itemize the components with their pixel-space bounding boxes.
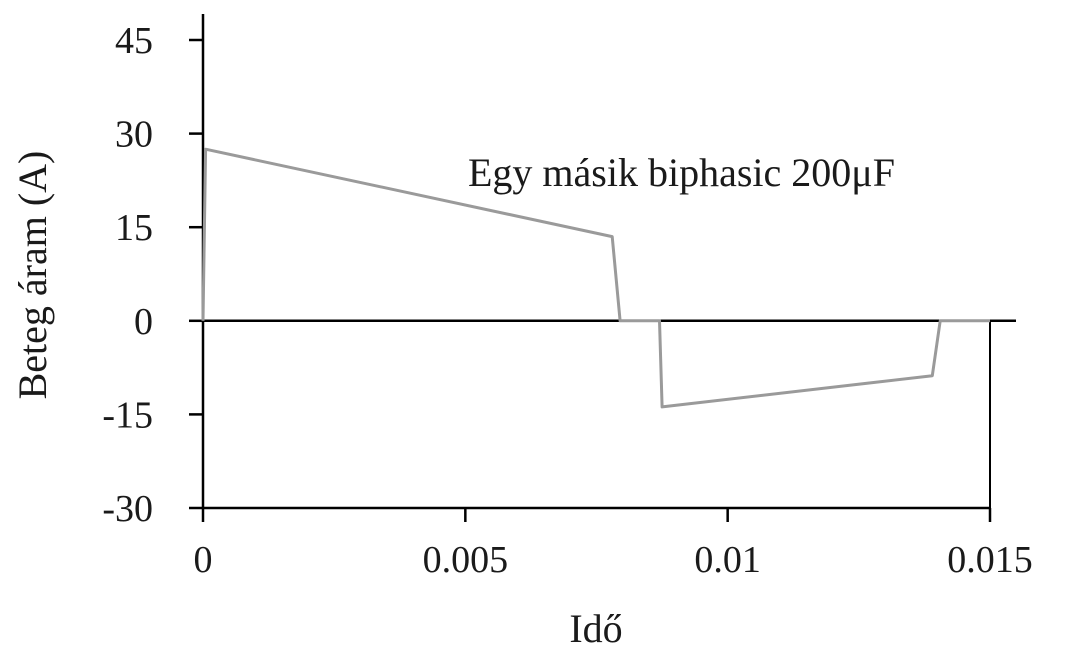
y-tick-label: 45 xyxy=(115,20,153,62)
y-axis-label: Beteg áram (A) xyxy=(10,151,55,400)
y-tick-label: 15 xyxy=(115,207,153,249)
series-layer xyxy=(201,147,990,409)
plot-frame xyxy=(201,14,1016,510)
y-axis-ticks: 45 30 15 0 -15 -30 xyxy=(102,20,203,530)
y-tick-label: 30 xyxy=(115,114,153,156)
y-tick-label: 0 xyxy=(134,301,153,343)
x-tick-label: 0.005 xyxy=(423,539,509,581)
y-tick-label: -15 xyxy=(102,394,153,436)
x-tick-label: 0 xyxy=(194,539,213,581)
x-tick-label: 0.015 xyxy=(947,539,1033,581)
x-tick-label: 0.01 xyxy=(694,539,761,581)
y-tick-label: -30 xyxy=(102,488,153,530)
x-axis-ticks: 0 0.005 0.01 0.015 xyxy=(194,508,1033,581)
x-axis-label: Idő xyxy=(569,606,622,651)
series-line xyxy=(201,147,990,409)
chart-annotation: Egy másik biphasic 200μF xyxy=(468,150,895,195)
